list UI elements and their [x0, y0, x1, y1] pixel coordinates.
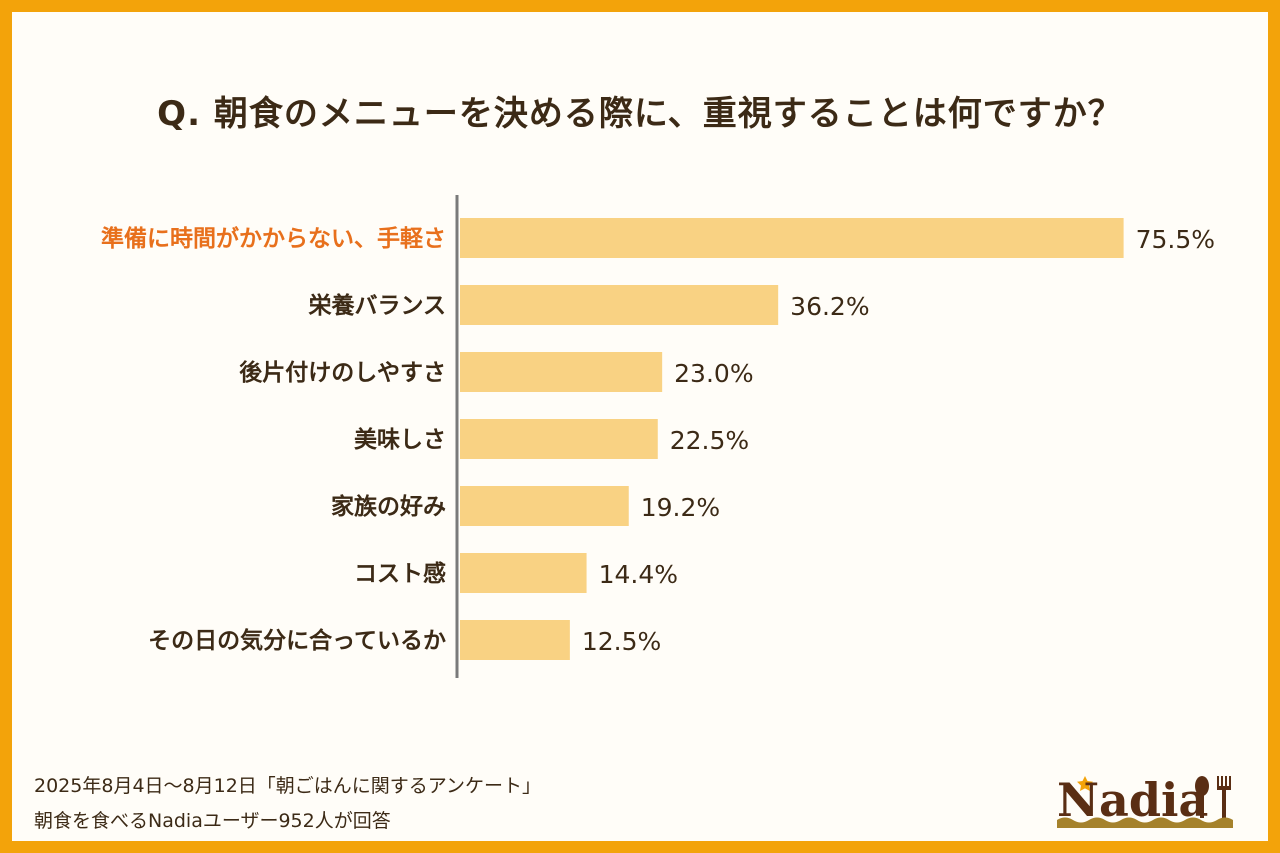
category-label: コスト感 — [354, 560, 446, 587]
bar — [460, 352, 663, 392]
survey-period: 2025年8月4日～8月12日「朝ごはんに関するアンケート」 — [34, 775, 542, 797]
star-icon — [1077, 776, 1093, 791]
value-label: 75.5% — [1136, 225, 1215, 254]
value-label: 12.5% — [582, 627, 661, 656]
bar — [460, 486, 629, 526]
value-label: 19.2% — [641, 493, 720, 522]
category-label: 家族の好み — [331, 493, 446, 520]
nadia-logo: Nadia — [1057, 773, 1233, 828]
value-label: 36.2% — [790, 292, 869, 321]
bar — [460, 620, 570, 660]
category-label: 準備に時間がかからない、手軽さ — [101, 225, 446, 252]
category-label: その日の気分に合っているか — [148, 627, 446, 654]
bar — [460, 553, 587, 593]
value-label: 23.0% — [674, 359, 753, 388]
value-label: 22.5% — [670, 426, 749, 455]
survey-respondents: 朝食を食べるNadiaユーザー952人が回答 — [34, 810, 391, 832]
bar — [460, 218, 1124, 258]
category-label: 美味しさ — [354, 426, 446, 453]
chart-title: Q. 朝食のメニューを決める際に、重視することは何ですか？ — [157, 94, 1123, 134]
category-label: 後片付けのしやすさ — [239, 359, 446, 386]
bar — [460, 285, 779, 325]
fork-icon — [1217, 776, 1231, 790]
logo-text: Nadia — [1057, 773, 1208, 827]
spoon-icon — [1195, 776, 1209, 796]
value-label: 14.4% — [599, 560, 678, 589]
category-label: 栄養バランス — [307, 292, 446, 319]
bar — [460, 419, 658, 459]
